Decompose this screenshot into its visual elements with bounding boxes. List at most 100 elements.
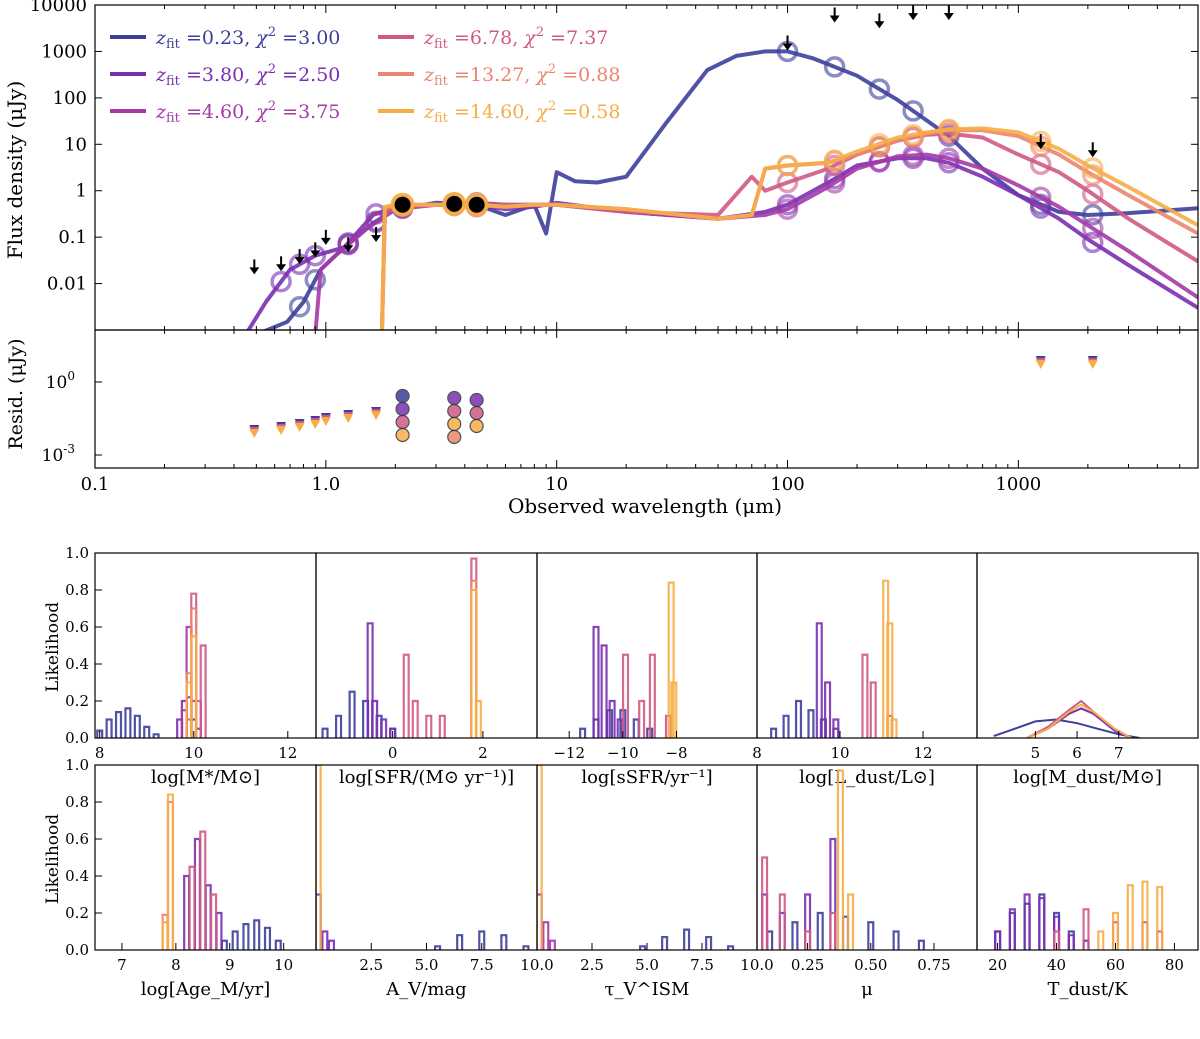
- sed-y-tick-label: 0.01: [47, 274, 87, 295]
- legend-eq: =: [276, 64, 298, 86]
- hist-bar: [478, 930, 486, 950]
- legend-sep: ,: [524, 101, 536, 123]
- legend-z: z: [423, 27, 435, 49]
- hist-bar: [321, 930, 329, 950]
- resid-point: [469, 418, 484, 434]
- hist-bar: [861, 653, 869, 738]
- hist-frame: [315, 764, 538, 951]
- hist-bar: [639, 945, 647, 950]
- hist-bar: [152, 733, 160, 738]
- legend-chi-value: 3.00: [298, 27, 340, 49]
- resid-limit-marker: [343, 414, 354, 423]
- hist-x-tick-label: 0.25: [791, 956, 824, 974]
- hist-x-axis-label: log[L_dust/L⊙]: [799, 767, 935, 788]
- hist-bar: [348, 690, 356, 738]
- hist-x-tick-label: 8: [752, 744, 762, 762]
- sed-model-point: [270, 270, 292, 293]
- hist-x-tick-label: 5: [1031, 744, 1041, 762]
- hist-bar: [804, 893, 812, 950]
- hist-bar: [832, 718, 840, 738]
- legend-sep: ,: [244, 64, 256, 86]
- legend-chi-value: 0.88: [578, 64, 620, 86]
- hist-frame: [976, 552, 1199, 739]
- sed-model-point: [938, 147, 960, 170]
- resid-point: [447, 390, 462, 406]
- hist-x-tick-label: 40: [1047, 956, 1066, 974]
- resid-point: [447, 403, 462, 419]
- upper-limit-arrowhead: [1087, 150, 1098, 158]
- hist-bar: [133, 714, 141, 738]
- legend-entry-1: zfit =3.80, χ2 =2.50: [155, 62, 340, 89]
- legend-eq: =: [276, 27, 298, 49]
- legend-z-value: 3.80: [202, 64, 244, 86]
- hist-bar: [816, 911, 824, 950]
- legend-z-sub: fit: [166, 74, 181, 89]
- hist-bar: [537, 765, 543, 950]
- upper-limit-arrowhead: [310, 250, 321, 258]
- resid-x-tick-label: 100: [770, 474, 804, 495]
- hist-bar: [791, 921, 799, 950]
- hist-bar: [670, 681, 678, 738]
- legend-chi: χ: [522, 27, 537, 49]
- legend-z-sub: fit: [166, 111, 181, 126]
- detection-point: [394, 196, 411, 213]
- hist-y-tick-label: 0.8: [65, 581, 89, 599]
- resid-point: [395, 388, 410, 404]
- legend-eq: =: [544, 27, 566, 49]
- legend-eq: =: [448, 64, 470, 86]
- sed-model-point: [823, 56, 846, 78]
- legend-sep: ,: [524, 64, 536, 86]
- hist-bar: [321, 727, 329, 738]
- legend-eq: =: [448, 101, 470, 123]
- hist-bar: [474, 699, 482, 738]
- legend-z-value: 6.78: [470, 27, 512, 49]
- legend-z: z: [155, 101, 167, 123]
- hist-x-axis-label: T_dust/K: [1047, 979, 1128, 1000]
- legend-chi-sup: 2: [268, 99, 276, 114]
- likelihood-panels: 8 10 12 log[M*/M⊙] 0.0 0.2 0.4 0.6 0.8 1.0 0 2 log[S…: [65, 544, 1199, 1000]
- hist-x-tick-label: −12: [553, 744, 585, 762]
- resid-limit-marker: [1035, 360, 1046, 369]
- hist-bar: [438, 714, 446, 738]
- hist-bar: [425, 714, 433, 738]
- hist-bar: [683, 928, 691, 950]
- upper-limit-arrowhead: [782, 43, 793, 51]
- hist-panel-h_tdust: 20 40 60 80 T_dust/K: [976, 764, 1199, 1000]
- hist-bar: [778, 893, 786, 950]
- resid-limit-marker: [249, 429, 260, 438]
- hist-bar: [869, 681, 877, 738]
- hist-bar: [500, 934, 508, 950]
- hist-x-axis-label: log[Age_M/yr]: [141, 979, 271, 1000]
- legend-z-value: 13.27: [470, 64, 524, 86]
- legend-sep: ,: [244, 27, 256, 49]
- hist-bar: [433, 945, 442, 950]
- legend-sep: ,: [244, 101, 256, 123]
- hist-bar: [886, 622, 894, 738]
- hist-bar: [389, 727, 397, 738]
- sed-model-point: [288, 295, 311, 318]
- hist-x-tick-label: 0: [388, 744, 398, 762]
- hist-bar: [204, 884, 212, 950]
- hist-bar: [411, 699, 419, 738]
- hist-curve: [1026, 703, 1132, 738]
- hist-bar: [1023, 893, 1031, 950]
- hist-y-tick-label: 1.0: [65, 544, 89, 562]
- hist-bar: [522, 945, 530, 950]
- legend-z-sub: fit: [434, 111, 449, 126]
- hist-bar: [263, 926, 272, 950]
- hist-bar: [824, 681, 832, 738]
- hist-bar: [274, 939, 282, 950]
- legend-z-sub: fit: [434, 37, 449, 52]
- sed-y-tick-label: 100: [53, 88, 87, 109]
- hist-bar: [380, 718, 388, 738]
- hist-bar: [1082, 908, 1090, 950]
- hist-bar: [470, 588, 478, 738]
- hist-x-tick-label: 80: [1165, 956, 1184, 974]
- resid-point: [469, 405, 484, 421]
- hist-bar: [608, 699, 616, 738]
- resid-x-tick-label: 10: [545, 474, 568, 495]
- hist-bar: [231, 930, 239, 950]
- hist-bar: [210, 893, 218, 950]
- upper-limit-arrowhead: [249, 267, 260, 275]
